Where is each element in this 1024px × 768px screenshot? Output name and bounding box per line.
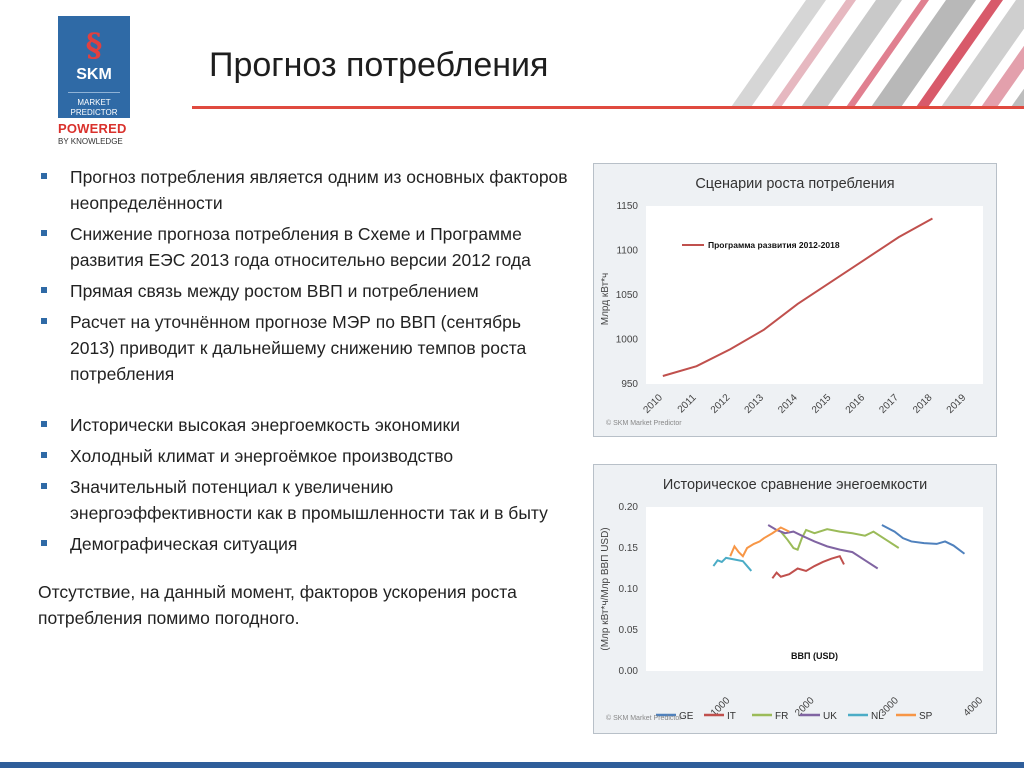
bullet-item: Исторически высокая энергоемкость эконом… xyxy=(38,412,568,438)
decorative-stripes xyxy=(684,0,1024,108)
bullet-square-icon xyxy=(41,452,47,458)
chart2-x-axis-label: ВВП (USD) xyxy=(791,651,838,661)
chart1-y-tick-label: 1050 xyxy=(616,290,639,301)
chart2-series-line xyxy=(729,526,790,558)
consumption-scenarios-chart: Млрд кВт*ч 950 1000 1050 1100 1150 2010 2011 201… xyxy=(600,201,969,416)
bullet-list-uncertainty: Прогноз потребления является одним из ос… xyxy=(38,164,568,387)
chart1-y-axis-label: Млрд кВт*ч xyxy=(600,273,611,326)
chart1-x-tick-label: 2018 xyxy=(911,392,935,416)
chart1-legend-label: Программа развития 2012-2018 xyxy=(708,240,840,250)
bullet-list-area: Прогноз потребления является одним из ос… xyxy=(38,164,568,631)
chart2-series-line xyxy=(780,528,900,551)
bullet-text: Холодный климат и энергоёмкое производст… xyxy=(70,446,454,466)
chart1-copyright: © SKM Market Predictor xyxy=(606,420,682,427)
chart2-legend-label: GE xyxy=(679,711,694,722)
bullet-item: Расчет на уточнённом прогнозе МЭР по ВВП… xyxy=(38,309,568,387)
chart2-y-tick-label: 0.00 xyxy=(619,666,639,677)
bullet-item: Прямая связь между ростом ВВП и потребле… xyxy=(38,278,568,304)
logo-subtitle: MARKET PREDICTOR xyxy=(70,98,118,117)
chart1-x-tick-label: 2011 xyxy=(676,392,699,415)
bullet-square-icon xyxy=(41,540,47,546)
bullet-text: Исторически высокая энергоемкость эконом… xyxy=(70,415,460,435)
conclusion-text: Отсутствие, на данный момент, факторов у… xyxy=(38,582,517,628)
chart1-y-tick-label: 1100 xyxy=(616,246,638,257)
chart1-x-tick-label: 2013 xyxy=(743,392,767,416)
chart1-y-tick-label: 1150 xyxy=(616,201,638,212)
consumption-scenarios-chart-panel: Сценарии роста потребления Млрд кВт*ч 950… xyxy=(593,163,997,437)
bullet-item: Холодный климат и энергоёмкое производст… xyxy=(38,443,568,469)
bullet-text: Прямая связь между ростом ВВП и потребле… xyxy=(70,281,479,301)
powered-label: POWERED xyxy=(58,121,127,136)
footer-bar xyxy=(0,762,1024,768)
chart2-legend-label: NL xyxy=(871,711,884,722)
bullet-item: Прогноз потребления является одним из ос… xyxy=(38,164,568,216)
chart2-legend-label: SP xyxy=(919,711,933,722)
chart2-legend-label: UK xyxy=(823,711,837,722)
bullet-square-icon xyxy=(41,483,47,489)
chart2-y-tick-label: 0.05 xyxy=(619,625,639,636)
chart1-x-tick-label: 2012 xyxy=(709,392,733,416)
bullet-square-icon xyxy=(41,287,47,293)
chart1-x-tick-label: 2017 xyxy=(877,392,901,416)
bullet-item: Значительный потенциал к увеличению энер… xyxy=(38,474,568,526)
chart2-copyright: © SKM Market Predictor xyxy=(606,715,682,722)
bullet-item: Демографическая ситуация xyxy=(38,531,568,557)
chart2-series-line xyxy=(881,524,966,555)
bullet-square-icon xyxy=(41,318,47,324)
chart2-y-tick-label: 0.20 xyxy=(619,502,639,513)
chart1-x-tick-label: 2016 xyxy=(844,392,868,416)
energy-intensity-chart: (Млр кВт*ч/Млр ВВП USD) 0.00 0.05 0.10 0.15 0… xyxy=(600,502,986,722)
logo-s-emblem-icon: § xyxy=(85,26,103,64)
bullet-item: Снижение прогноза потребления в Схеме и … xyxy=(38,221,568,273)
energy-intensity-chart-panel: Историческое сравнение энегоемкости (Млр… xyxy=(593,464,997,734)
company-logo: § SKM MARKET PREDICTOR xyxy=(58,16,130,118)
chart1-y-tick-label: 950 xyxy=(621,379,638,390)
chart2-y-axis-label: (Млр кВт*ч/Млр ВВП USD) xyxy=(600,527,611,650)
logo-brand: SKM xyxy=(76,66,112,83)
chart2-y-tick-label: 0.10 xyxy=(619,584,639,595)
chart1-x-tick-label: 2019 xyxy=(945,392,969,416)
chart1-x-tick-label: 2015 xyxy=(810,392,834,416)
chart1-title: Сценарии роста потребления xyxy=(695,176,895,192)
bullet-text: Расчет на уточнённом прогнозе МЭР по ВВП… xyxy=(70,312,527,384)
by-knowledge-label: BY KNOWLEDGE xyxy=(58,137,123,146)
chart2-title: Историческое сравнение энегоемкости xyxy=(662,477,928,493)
page-title: Прогноз потребления xyxy=(209,46,549,84)
chart2-x-tick-label: 4000 xyxy=(962,695,986,719)
chart2-y-tick-label: 0.15 xyxy=(619,543,639,554)
bullet-text: Значительный потенциал к увеличению энер… xyxy=(70,477,548,523)
bullet-square-icon xyxy=(41,230,47,236)
title-underline xyxy=(192,106,1024,109)
logo-divider xyxy=(68,92,120,93)
chart2-legend-label: IT xyxy=(727,711,736,722)
chart2-series-line xyxy=(771,555,845,579)
bullet-square-icon xyxy=(41,421,47,427)
chart1-plot-area xyxy=(646,206,983,384)
bullet-text: Демографическая ситуация xyxy=(70,534,298,554)
bullet-list-energy-intensity: Исторически высокая энергоемкость эконом… xyxy=(38,412,568,557)
chart2-series-line xyxy=(767,524,879,570)
chart1-x-tick-label: 2010 xyxy=(641,392,665,416)
bullet-square-icon xyxy=(41,173,47,179)
bullet-text: Прогноз потребления является одним из ос… xyxy=(70,167,568,213)
chart1-x-tick-label: 2014 xyxy=(776,392,800,416)
bullet-text: Снижение прогноза потребления в Схеме и … xyxy=(70,224,531,270)
chart1-y-tick-label: 1000 xyxy=(616,335,639,346)
chart2-legend-label: FR xyxy=(775,711,788,722)
chart2-plot-area xyxy=(646,507,983,671)
chart2-series-line xyxy=(712,556,753,572)
